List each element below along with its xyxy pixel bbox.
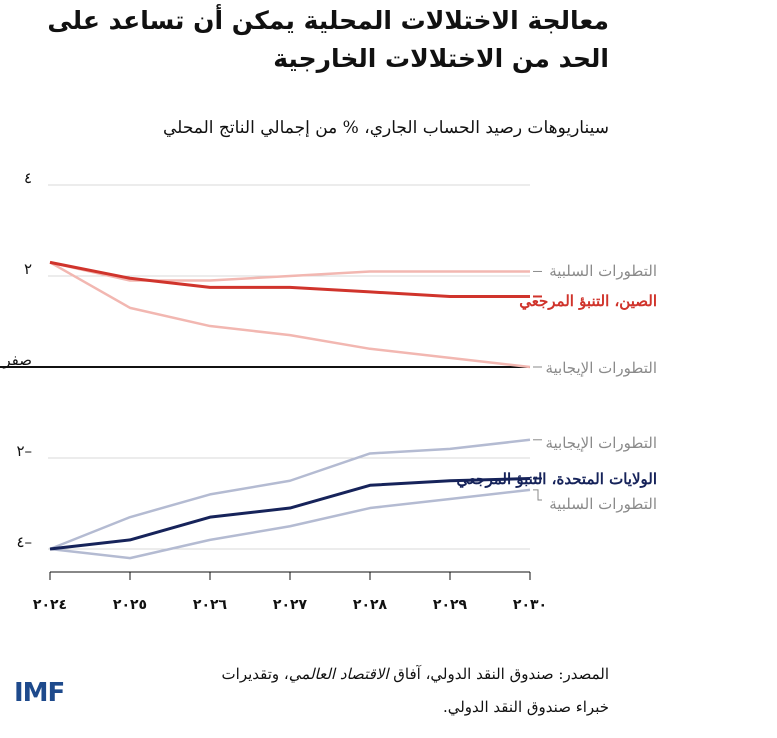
y-tick-label: صفر [2,351,32,369]
x-tick-label: ٢٠٢٥ [113,597,147,613]
series-line-us-4 [49,488,531,560]
source-suffix: ، وتقديرات خبراء صندوق النقد الدولي. [221,665,609,716]
series-label: التطورات السلبية [549,495,657,513]
series-label: التطورات السلبية [549,262,657,280]
x-tick-label: ٢٠٢٦ [193,597,228,613]
source-note: المصدر: صندوق النقد الدولي، آفاق الاقتصا… [189,658,609,724]
x-tick-label: ٢٠٢٤ [33,597,67,613]
x-tick-label: ٢٠٣٠ [513,597,547,613]
series-line-china-0 [49,261,530,282]
series-label: التطورات الإيجابية [545,434,657,452]
series-line-china-1 [49,261,531,369]
series-line-us-3 [49,438,531,551]
x-tick-label: ٢٠٢٩ [433,597,468,613]
series-line-china-2 [49,260,530,298]
y-tick-label: ٤ [24,169,32,187]
y-tick-label: ٢ [24,260,32,278]
y-tick-label: ٤– [16,533,32,551]
y-tick-label: ٢– [16,442,32,460]
series-label: التطورات الإيجابية [545,359,657,377]
gridlines [0,184,530,550]
label-leader [533,489,542,501]
chart-title: معالجة الاختلالات المحلية يمكن أن تساعد … [47,6,609,73]
axes: ٤ ٢ صفر ٢– ٤– ٢٠٢٤ ٢٠٢٥ ٢٠٢٦ ٢٠٢٧ ٢٠٢٨ ٢٠٢٩ ٢٠٣٠ [2,169,547,613]
series-lines [49,260,531,560]
series-labels: التطورات السلبية الصين، التنبؤ المرجعي الت… [456,262,657,513]
source-italic: الاقتصاد العالمي [288,665,389,683]
source-prefix: المصدر: صندوق النقد الدولي، آفاق [388,665,609,683]
series-label: الصين، التنبؤ المرجعي [519,292,657,311]
series-line-us-5 [49,476,531,551]
line-chart: التطورات السلبية الصين، التنبؤ المرجعي الت… [0,169,657,613]
chart-subtitle: سيناريوهات رصيد الحساب الجاري، % من إجما… [163,118,609,138]
series-label: الولايات المتحدة، التنبؤ المرجعي [456,470,657,489]
x-tick-label: ٢٠٢٧ [273,597,308,613]
x-tick-label: ٢٠٢٨ [353,597,388,613]
imf-logo: IMF [14,678,65,708]
